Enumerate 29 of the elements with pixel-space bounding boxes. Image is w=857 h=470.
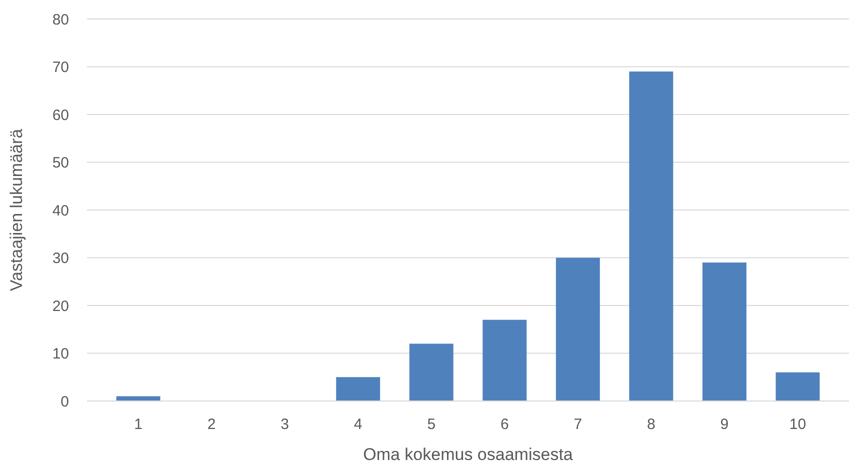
y-tick-label: 30 bbox=[52, 250, 69, 267]
x-tick-label: 10 bbox=[789, 416, 806, 433]
y-tick-label: 20 bbox=[52, 298, 69, 315]
bar bbox=[702, 262, 746, 401]
x-tick-label: 8 bbox=[647, 416, 656, 433]
x-axis-title: Oma kokemus osaamisesta bbox=[363, 445, 574, 464]
bar bbox=[556, 258, 600, 401]
x-tick-label: 6 bbox=[500, 416, 509, 433]
x-tick-label: 9 bbox=[720, 416, 729, 433]
y-tick-label: 80 bbox=[52, 11, 69, 28]
bar bbox=[409, 344, 454, 401]
y-tick-label: 40 bbox=[52, 202, 69, 220]
bar bbox=[482, 320, 527, 401]
x-tick-label: 1 bbox=[134, 416, 142, 433]
x-tick-label: 7 bbox=[574, 416, 582, 433]
bar bbox=[336, 377, 380, 401]
bar bbox=[776, 372, 820, 401]
x-tick-label: 2 bbox=[207, 416, 216, 433]
y-tick-label: 10 bbox=[52, 346, 69, 362]
y-tick-label: 70 bbox=[52, 59, 69, 76]
y-tick-label: 60 bbox=[52, 106, 69, 124]
y-axis-title: Vastaajien lukumäärä bbox=[7, 128, 26, 292]
x-tick-label: 3 bbox=[280, 416, 289, 433]
x-tick-label: 5 bbox=[427, 416, 436, 433]
x-tick-label: 4 bbox=[354, 416, 362, 433]
bar bbox=[116, 396, 160, 401]
y-tick-label: 50 bbox=[52, 154, 69, 172]
y-tick-label: 0 bbox=[60, 393, 69, 410]
bar bbox=[629, 72, 674, 401]
